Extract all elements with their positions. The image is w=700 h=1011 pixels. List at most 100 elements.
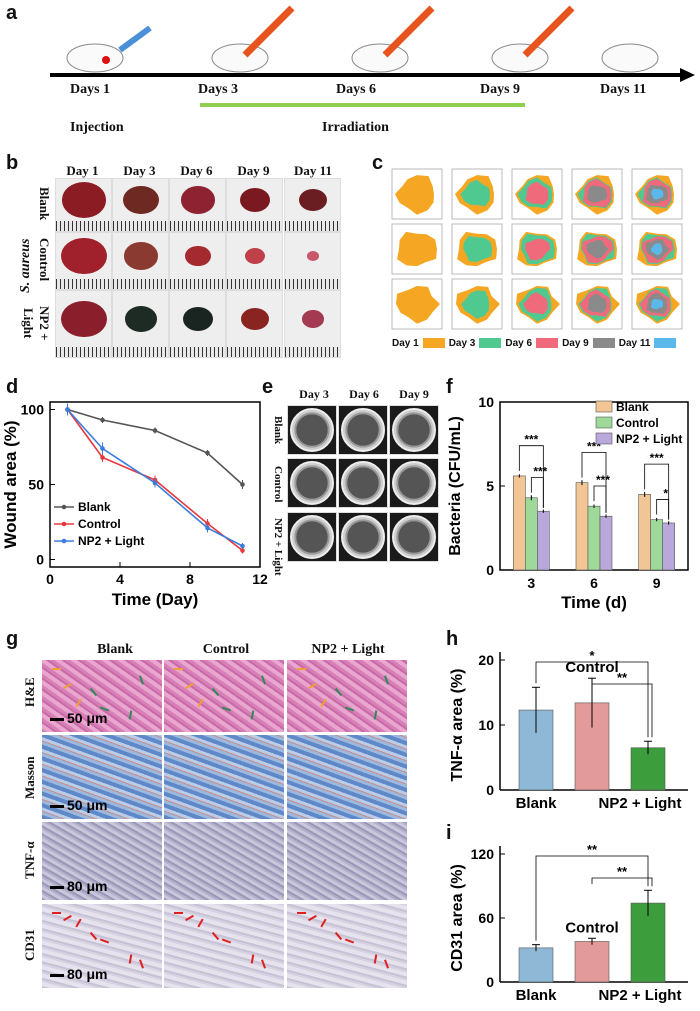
injection-label: Injection (70, 120, 124, 135)
ruler (113, 221, 168, 231)
marker-arrow-icon (297, 668, 306, 670)
significance-bracket (581, 452, 607, 513)
legend-label: Blank (616, 400, 649, 414)
significance-bracket (535, 661, 649, 738)
wound-photo (169, 178, 226, 232)
y-tick-label: 0 (486, 782, 494, 798)
x-tick-label: 6 (590, 575, 598, 591)
histology-image: 50 μm (42, 660, 162, 732)
legend-swatch (595, 400, 613, 413)
wound-area-chart: 0 4 8 12 0 50 100 Time (Day) Wound area (%) Blank… (1, 401, 268, 609)
bar (599, 515, 613, 571)
legend-swatch (595, 416, 613, 429)
petri-dish (290, 461, 334, 505)
x-tick-label: 0 (46, 571, 54, 587)
histology-image (164, 660, 284, 732)
wound-photo (169, 232, 226, 290)
wound-outline (525, 181, 549, 205)
marker-arrow-icon (261, 675, 266, 685)
histo-row-tnf: TNF-α (22, 841, 37, 879)
petri-dish (290, 515, 334, 559)
bar (574, 941, 610, 983)
wound-spot (306, 251, 319, 261)
x-axis-title: Time (Day) (112, 590, 199, 609)
wound-outline (650, 243, 663, 256)
legend-label: Control (616, 416, 659, 430)
petri-dish (392, 408, 436, 452)
wound-outline (397, 231, 437, 267)
ruler (227, 221, 282, 231)
marker-arrow-icon (250, 710, 255, 720)
histo-col-control: Control (202, 642, 250, 657)
histology-image: 50 μm (42, 735, 162, 819)
ruler (56, 347, 111, 357)
petri-dish-photo (338, 512, 388, 562)
wound-photo (55, 178, 112, 232)
photo-row-np2: NP2 + Light (21, 305, 52, 341)
wound-spot (244, 248, 265, 264)
wound-outline (395, 175, 434, 215)
x-tick-label: 12 (252, 571, 268, 587)
significance-bracket (644, 463, 670, 520)
y-axis-title: Wound area (%) (1, 420, 20, 548)
marker-arrow-icon (297, 912, 306, 914)
wound-outline (651, 188, 664, 200)
marker-arrow-icon (63, 914, 72, 922)
wound-spot (123, 242, 158, 270)
y-tick-label: 10 (478, 394, 494, 410)
wound-spot (122, 185, 159, 215)
x-tick-label: 3 (527, 575, 535, 591)
histology-image (287, 660, 407, 732)
marker-arrow-icon (373, 710, 378, 720)
significance-mark: ** (587, 842, 598, 857)
timeline-day-1: Days 1 (70, 82, 111, 97)
histology-image: 80 μm (42, 904, 162, 988)
legend-day11-swatch (654, 338, 677, 348)
wound-outline (587, 293, 607, 313)
wound-outline (651, 298, 663, 310)
bar (518, 947, 554, 983)
timeline-day-11: Days 11 (600, 82, 647, 97)
x-tick-label: NP2 + Light (599, 795, 682, 812)
photo-col-day3: Day 3 (123, 163, 156, 178)
marker-arrow-icon (174, 668, 183, 670)
y-tick-label: 120 (471, 846, 495, 862)
marker-arrow-icon (174, 912, 183, 914)
marker-arrow-icon (185, 914, 194, 922)
marker-arrow-icon (221, 938, 232, 944)
legend-label: Blank (78, 500, 111, 514)
marker-arrow-icon (99, 938, 110, 944)
irradiation-label: Irradiation (322, 120, 389, 135)
data-point (65, 407, 70, 412)
y-tick-label: 60 (478, 910, 494, 926)
significance-mark: * (589, 648, 595, 663)
histology-image (164, 904, 284, 988)
significance-mark: *** (533, 465, 547, 479)
legend-day6-label: Day 6 (505, 337, 533, 349)
marker-arrow-icon (320, 918, 327, 928)
timeline-day-9: Days 9 (480, 82, 521, 97)
x-axis-title: Time (d) (561, 593, 627, 612)
wound-spot (239, 188, 270, 212)
mouse-icon (66, 25, 152, 73)
photo-row-blank: Blank (37, 187, 52, 221)
significance-mark: * (663, 486, 668, 500)
photo-col-day9: Day 9 (237, 163, 270, 178)
marker-arrow-icon (75, 918, 82, 928)
mouse-icon (601, 43, 659, 73)
panel-label-i: i (446, 822, 452, 844)
marker-arrow-icon (139, 959, 144, 969)
marker-arrow-icon (344, 938, 355, 944)
ruler (113, 347, 168, 357)
bar (630, 902, 666, 983)
wound-photo (284, 232, 341, 290)
petri-dish (392, 461, 436, 505)
marker-arrow-icon (52, 912, 61, 914)
scale-bar: 80 μm (50, 878, 107, 894)
petri-dish-photo (338, 458, 388, 508)
panel-label-g: g (6, 628, 19, 650)
mouse-icon (211, 5, 295, 73)
legend-marker (61, 504, 67, 510)
panel-label-d: d (6, 376, 19, 398)
